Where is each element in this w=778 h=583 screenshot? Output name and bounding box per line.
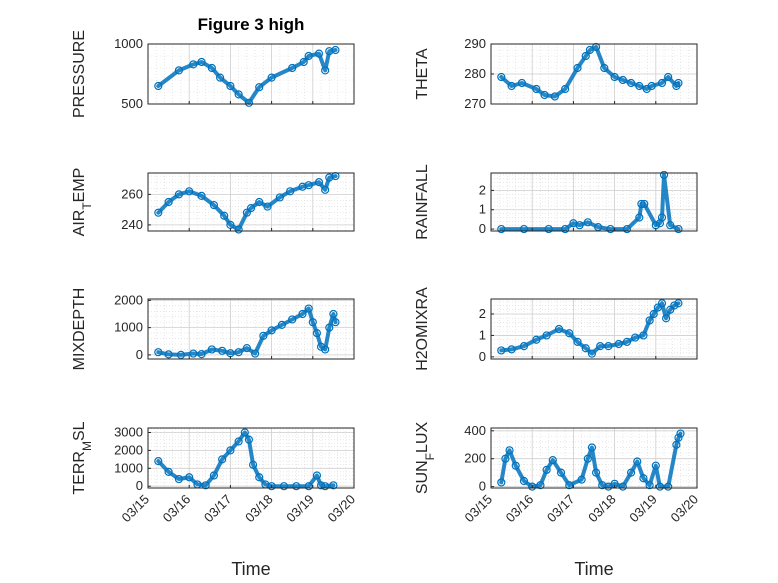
series-trace xyxy=(156,174,338,232)
axes-frame xyxy=(147,172,355,232)
series-trace xyxy=(499,301,681,356)
y-axis-label: PRESSURE xyxy=(71,30,88,118)
data-point xyxy=(216,73,225,82)
series-trace xyxy=(156,48,338,105)
plot-area xyxy=(148,173,354,231)
series-trace xyxy=(499,45,681,99)
axes-frame xyxy=(147,427,355,489)
data-point xyxy=(154,81,163,91)
data-point xyxy=(497,72,506,82)
subplot-2: 270 280 290 THETA xyxy=(414,36,698,111)
data-point xyxy=(587,349,597,358)
y-tick-label: 2 xyxy=(479,306,486,321)
data-point xyxy=(581,344,590,353)
y-tick-label: 270 xyxy=(464,96,486,111)
data-point xyxy=(164,197,173,207)
x-axis-label-left: Time xyxy=(231,559,270,579)
y-axis-label: THETA xyxy=(414,48,431,100)
subplot-5: 0 1000 2000 MIXDEPTH xyxy=(71,288,355,371)
data-point xyxy=(234,90,243,99)
data-point xyxy=(226,446,235,455)
y-axis-label: H2OMIXRA xyxy=(414,287,431,371)
y-tick-label: 2 xyxy=(479,182,486,197)
y-tick-label: 0 xyxy=(479,349,486,364)
y-tick-label: 240 xyxy=(121,217,143,232)
data-point xyxy=(164,467,173,476)
y-tick-label: 200 xyxy=(464,451,486,466)
data-point xyxy=(154,457,163,466)
axes-frame xyxy=(147,298,355,360)
axes-frame xyxy=(147,43,355,105)
data-point xyxy=(573,337,582,346)
data-point xyxy=(246,204,256,213)
data-point xyxy=(209,200,219,210)
data-point xyxy=(154,208,163,217)
y-tick-label: 280 xyxy=(464,66,486,81)
series-trace xyxy=(499,431,683,489)
y-tick-label: 0 xyxy=(136,478,143,493)
y-tick-label: 500 xyxy=(121,96,143,111)
y-tick-label: 2000 xyxy=(114,292,143,307)
y-axis-label: TERRMSL xyxy=(71,421,94,494)
subplot-4: 0 1 2 RAINFALL xyxy=(414,164,698,240)
y-tick-label: 260 xyxy=(121,186,143,201)
y-tick-label: 2000 xyxy=(114,442,143,457)
subplot-6: 0 1 2 H2OMIXRA xyxy=(414,287,698,371)
axes-frame xyxy=(490,298,698,360)
series-trace xyxy=(156,306,338,357)
y-axis-label: MIXDEPTH xyxy=(71,288,88,371)
y-tick-label: 0 xyxy=(479,221,486,236)
y-tick-label: 1 xyxy=(479,202,486,217)
axes-frame xyxy=(490,172,698,232)
y-axis-label: SUNFLUX xyxy=(414,422,437,495)
y-tick-label: 1000 xyxy=(114,320,143,335)
data-point xyxy=(226,81,235,91)
y-tick-label: 400 xyxy=(464,423,486,438)
x-axis-label-right: Time xyxy=(574,559,613,579)
y-tick-label: 0 xyxy=(136,347,143,362)
figure-title: Figure 3 high xyxy=(198,15,305,34)
y-tick-label: 1000 xyxy=(114,36,143,51)
y-tick-label: 0 xyxy=(479,479,486,494)
y-axis-label: RAINFALL xyxy=(414,164,431,240)
y-tick-label: 290 xyxy=(464,36,486,51)
subplot-3: 240 260 AIRTEMP xyxy=(71,168,355,237)
y-tick-label: 3000 xyxy=(114,424,143,439)
subplot-1: 500 1000 PRESSURE xyxy=(71,30,355,118)
data-point xyxy=(664,72,673,82)
y-axis-label: AIRTEMP xyxy=(71,168,94,237)
y-tick-label: 1000 xyxy=(114,460,143,475)
y-tick-label: 1 xyxy=(479,327,486,342)
series-trace xyxy=(156,430,336,489)
axes-frame xyxy=(490,427,698,489)
series-trace xyxy=(499,172,681,232)
